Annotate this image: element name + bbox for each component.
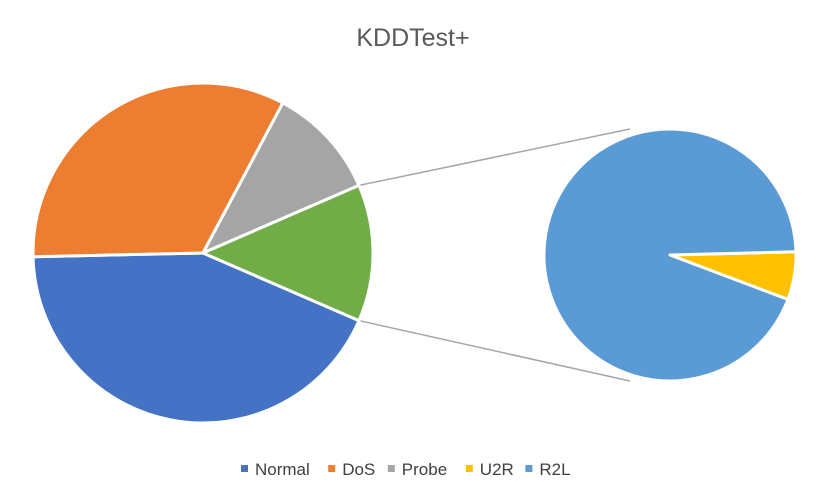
legend-swatch: [465, 465, 473, 472]
slice-probe: [201, 101, 361, 255]
legend-label: Probe: [402, 460, 447, 479]
legend-item-probe: Probe: [387, 460, 447, 479]
legend-label: Normal: [255, 460, 310, 479]
legend-swatch: [241, 465, 248, 472]
legend-item-u2r: U2R: [465, 460, 514, 479]
slice-dos: [31, 81, 285, 259]
secondary-pie: [542, 127, 798, 383]
slice-other: [201, 183, 375, 323]
slice-r2l: [542, 127, 798, 383]
legend-item-normal: Normal: [241, 460, 310, 479]
legend-label: R2L: [539, 460, 570, 479]
slice-normal: [31, 251, 361, 425]
legend-item-r2l: R2L: [525, 460, 571, 479]
legend-item-dos: DoS: [328, 460, 375, 479]
primary-pie: [31, 81, 375, 425]
legend-label: U2R: [480, 460, 514, 479]
connector-lines: [358, 128, 631, 382]
legend-swatch: [387, 465, 395, 472]
legend: Normal DoS Probe U2R R2L: [241, 460, 571, 479]
connector-line-top: [358, 128, 631, 187]
legend-label: DoS: [342, 460, 375, 479]
legend-swatch: [525, 465, 533, 472]
legend-swatch: [328, 465, 336, 472]
chart-title: KDDTest+: [356, 24, 469, 52]
connector-line-bottom: [358, 319, 631, 382]
